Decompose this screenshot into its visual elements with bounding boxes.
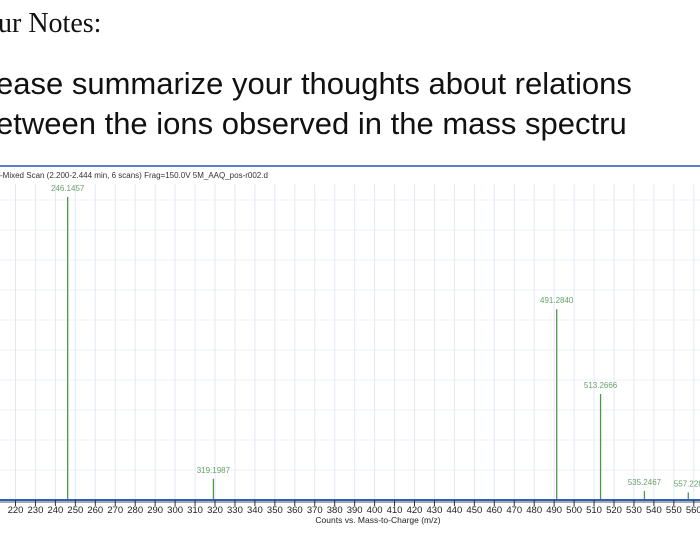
x-tick-label: 470 <box>506 505 522 516</box>
x-tick-label: 430 <box>427 505 443 516</box>
grid <box>0 184 700 500</box>
x-tick-label: 490 <box>546 505 562 516</box>
x-tick-label: 550 <box>666 505 682 516</box>
x-tick-label: 500 <box>566 505 582 516</box>
x-tick-label: 350 <box>267 505 283 516</box>
x-tick-label: 530 <box>626 505 642 516</box>
x-tick-label: 450 <box>466 505 482 516</box>
x-tick-label: 250 <box>67 505 83 516</box>
peak-label: 535.2467 <box>628 478 662 487</box>
peak-label: 513.2666 <box>584 381 618 390</box>
x-ticks: 220 230 240 250 260 270 280 290 300 310 320 330 340 3… <box>8 500 700 516</box>
x-tick-label: 280 <box>127 505 143 516</box>
x-tick-label: 370 <box>307 505 323 516</box>
peak-label: 246.1457 <box>51 184 85 193</box>
x-tick-label: 260 <box>87 505 103 516</box>
x-tick-label: 560 <box>686 505 700 516</box>
x-tick-label: 520 <box>606 505 622 516</box>
peak-label: 319.1987 <box>197 466 231 475</box>
x-tick-label: 340 <box>247 505 263 516</box>
x-axis-label: Counts vs. Mass-to-Charge (m/z) <box>315 515 440 525</box>
chart-title: -Mixed Scan (2.200-2.444 min, 6 scans) F… <box>0 171 268 180</box>
x-tick-label: 460 <box>486 505 502 516</box>
x-tick-label: 510 <box>586 505 602 516</box>
x-tick-label: 400 <box>367 505 383 516</box>
x-tick-label: 380 <box>327 505 343 516</box>
x-tick-label: 290 <box>147 505 163 516</box>
x-tick-label: 320 <box>207 505 223 516</box>
peak-label: 491.2840 <box>540 296 574 305</box>
x-tick-label: 330 <box>227 505 243 516</box>
x-tick-label: 440 <box>446 505 462 516</box>
x-tick-label: 410 <box>387 505 403 516</box>
x-tick-label: 240 <box>47 505 63 516</box>
x-tick-label: 480 <box>526 505 542 516</box>
peak-label: 557.228 <box>674 479 700 488</box>
x-tick-label: 270 <box>107 505 123 516</box>
x-tick-label: 220 <box>8 505 24 516</box>
x-tick-label: 390 <box>347 505 363 516</box>
x-tick-label: 360 <box>287 505 303 516</box>
mass-spectrum-chart: -Mixed Scan (2.200-2.444 min, 6 scans) F… <box>0 165 700 525</box>
x-tick-label: 230 <box>28 505 44 516</box>
x-tick-label: 540 <box>646 505 662 516</box>
x-tick-label: 300 <box>167 505 183 516</box>
question-line-2: etween the ions observed in the mass spe… <box>0 106 627 141</box>
notes-heading: ur Notes: <box>0 8 102 39</box>
x-tick-label: 420 <box>407 505 423 516</box>
question-line-1: ease summarize your thoughts about relat… <box>0 66 632 101</box>
x-tick-label: 310 <box>187 505 203 516</box>
peaks: 246.1457 491.2840 513.2666 319.1987 535.2467… <box>51 184 700 500</box>
